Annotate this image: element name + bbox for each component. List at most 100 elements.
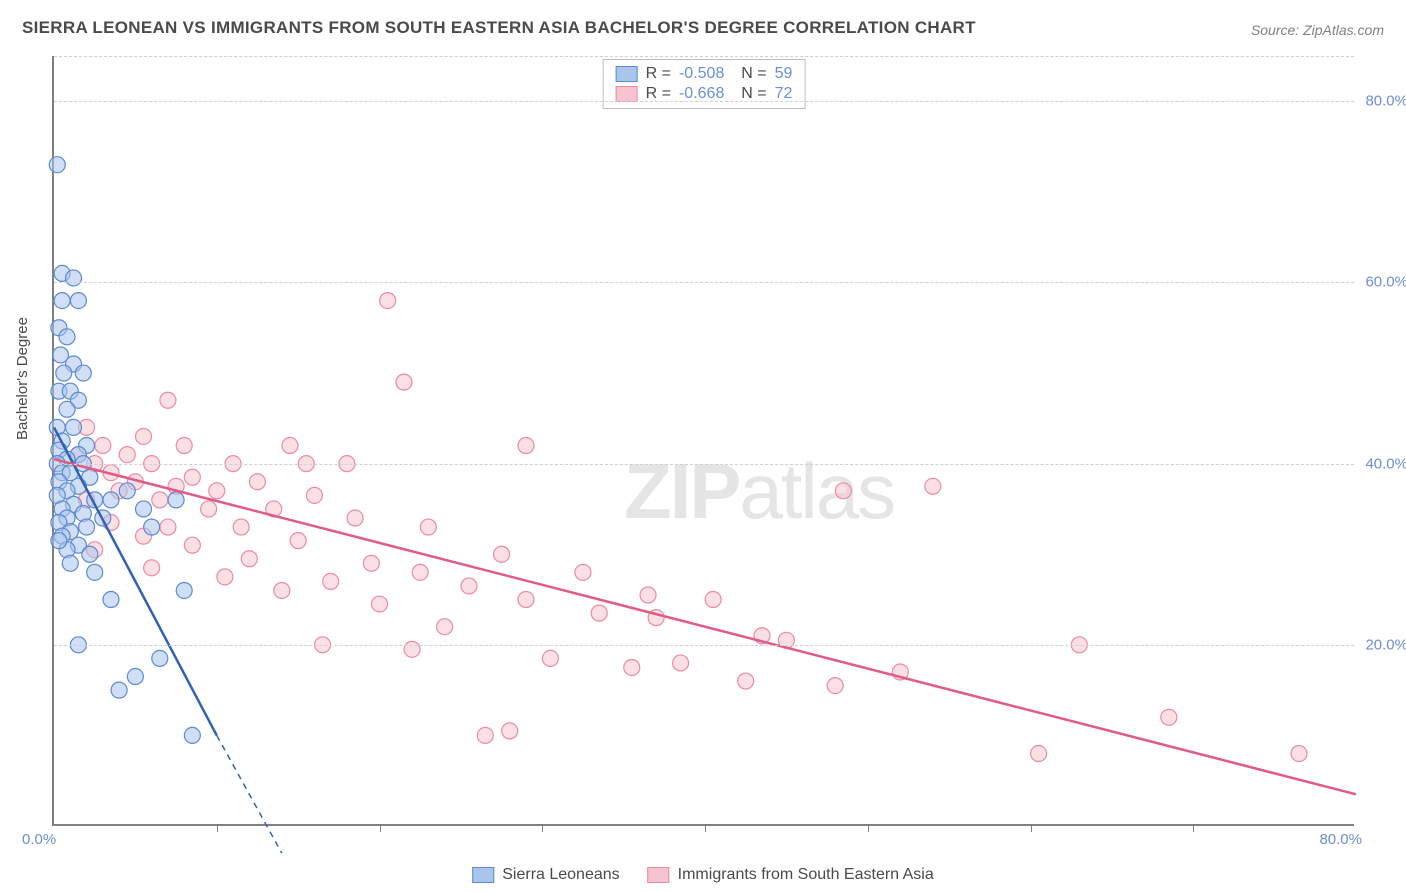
legend-label-2: Immigrants from South Eastern Asia [678,866,934,884]
legend-row-series1: R = -0.508 N = 59 [616,64,793,84]
plot-area: ZIPatlas R = -0.508 N = 59 R = -0.668 N … [52,56,1354,826]
scatter-point [144,519,160,535]
scatter-point [1291,746,1307,762]
scatter-point [323,573,339,589]
x-tick [705,824,706,832]
scatter-point [827,678,843,694]
swatch-series2 [616,86,638,102]
scatter-point [282,438,298,454]
legend-bottom: Sierra Leoneans Immigrants from South Ea… [472,866,934,884]
gridline [54,101,1354,102]
scatter-point [738,673,754,689]
scatter-point [82,546,98,562]
scatter-point [404,641,420,657]
scatter-point [54,293,70,309]
scatter-point [835,483,851,499]
chart-svg [54,56,1354,824]
x-tick [868,824,869,832]
scatter-point [494,546,510,562]
scatter-point [640,587,656,603]
x-tick [217,824,218,832]
scatter-point [363,555,379,571]
scatter-point [306,487,322,503]
scatter-point [290,533,306,549]
scatter-point [119,447,135,463]
scatter-point [56,365,72,381]
scatter-point [380,293,396,309]
scatter-point [249,474,265,490]
legend-item-series1: Sierra Leoneans [472,866,619,884]
scatter-point [477,727,493,743]
scatter-point [1031,746,1047,762]
scatter-point [51,533,67,549]
x-tick [1193,824,1194,832]
x-tick-label-min: 0.0% [22,831,56,848]
scatter-point [184,537,200,553]
scatter-point [59,401,75,417]
scatter-point [49,157,65,173]
scatter-point [66,419,82,435]
scatter-point [95,438,111,454]
x-tick [1031,824,1032,832]
scatter-point [111,682,127,698]
scatter-point [1161,709,1177,725]
y-tick-label: 40.0% [1358,455,1406,472]
scatter-point [87,564,103,580]
scatter-point [347,510,363,526]
scatter-point [70,293,86,309]
scatter-point [160,392,176,408]
swatch-bottom-2 [648,867,670,883]
scatter-point [673,655,689,671]
gridline [54,282,1354,283]
scatter-point [624,659,640,675]
scatter-point [119,483,135,499]
scatter-point [103,492,119,508]
scatter-point [152,492,168,508]
scatter-point [184,727,200,743]
scatter-point [168,492,184,508]
x-tick [380,824,381,832]
y-tick-label: 80.0% [1358,93,1406,110]
gridline [54,464,1354,465]
scatter-point [437,619,453,635]
chart-title: SIERRA LEONEAN VS IMMIGRANTS FROM SOUTH … [22,18,976,38]
scatter-point [591,605,607,621]
swatch-series1 [616,66,638,82]
y-tick-label: 60.0% [1358,274,1406,291]
scatter-point [396,374,412,390]
x-tick [542,824,543,832]
scatter-point [705,592,721,608]
scatter-point [217,569,233,585]
scatter-point [59,329,75,345]
legend-label-1: Sierra Leoneans [502,866,619,884]
scatter-point [502,723,518,739]
scatter-point [241,551,257,567]
scatter-point [412,564,428,580]
scatter-point [201,501,217,517]
scatter-point [127,669,143,685]
legend-r-val-1: -0.508 [679,65,724,83]
scatter-point [184,469,200,485]
source-attribution: Source: ZipAtlas.com [1251,22,1384,38]
gridline [54,56,1354,57]
trend-line-series2 [54,459,1356,794]
scatter-point [160,519,176,535]
gridline [54,645,1354,646]
scatter-point [136,501,152,517]
scatter-point [542,650,558,666]
legend-n-val-1: 59 [775,65,793,83]
scatter-point [176,582,192,598]
scatter-point [372,596,388,612]
legend-item-series2: Immigrants from South Eastern Asia [648,866,934,884]
scatter-point [176,438,192,454]
scatter-point [79,519,95,535]
scatter-point [144,560,160,576]
x-tick-label-max: 80.0% [1319,831,1362,848]
scatter-point [925,478,941,494]
swatch-bottom-1 [472,867,494,883]
scatter-point [136,428,152,444]
legend-n-label: N = [732,65,766,83]
scatter-point [420,519,436,535]
scatter-point [461,578,477,594]
scatter-point [103,592,119,608]
